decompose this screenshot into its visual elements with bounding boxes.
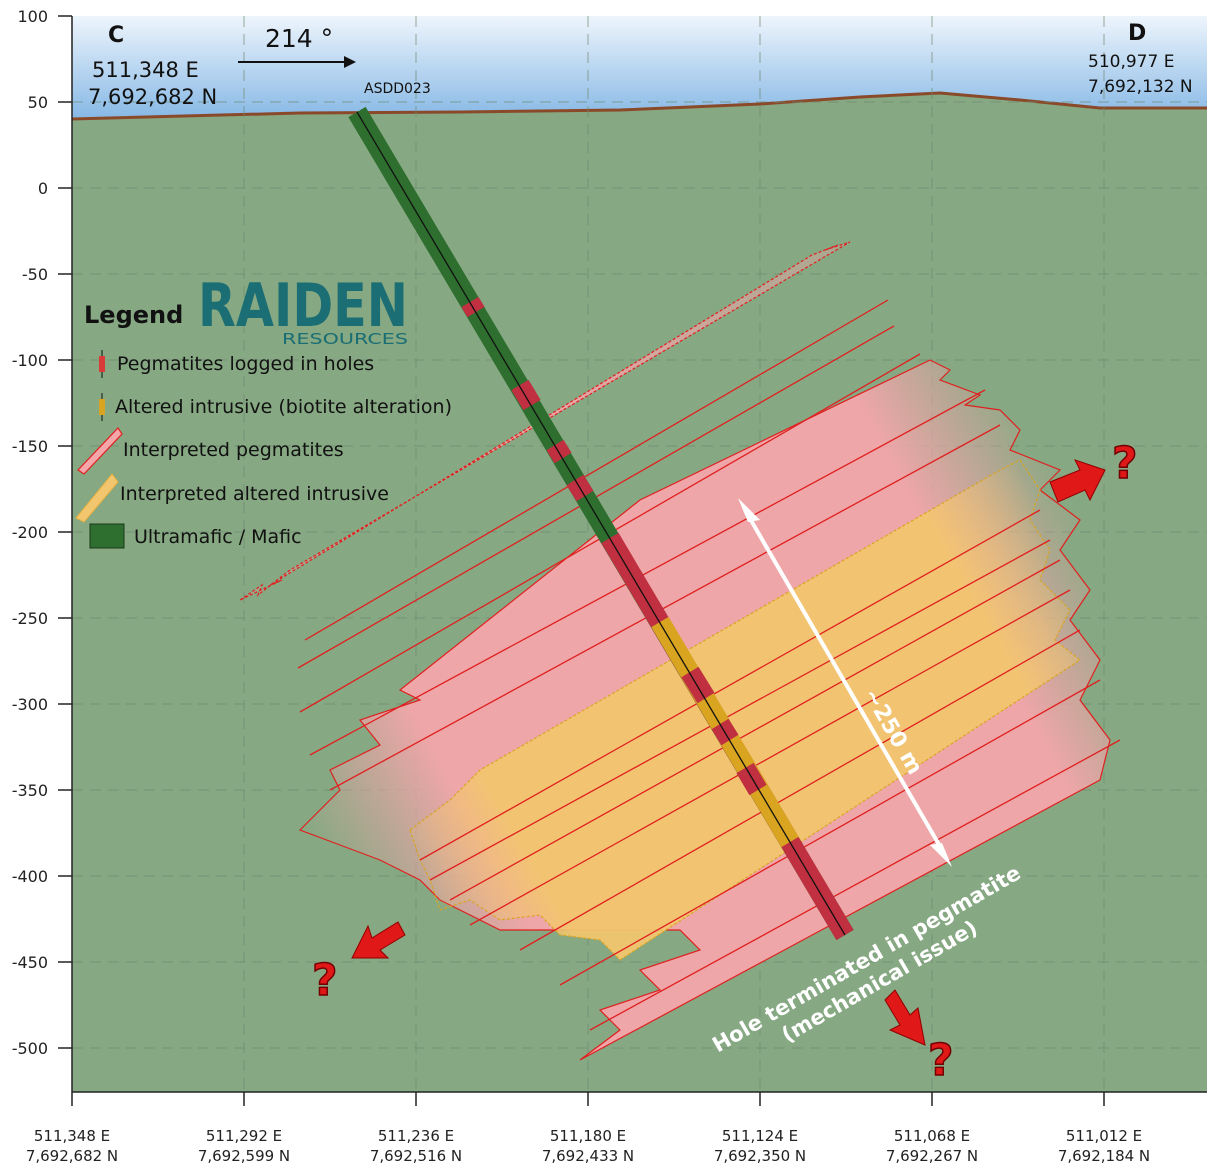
extension-arrow-southwest: ?: [311, 921, 406, 1007]
y-tick-label: 0: [38, 179, 48, 198]
y-tick-labels: 100 50 0 -50 -100 -150 -200 -250 -300 -3…: [12, 7, 48, 1058]
x-tick-easting: 511,348 E: [34, 1127, 110, 1145]
x-tick-northing: 7,692,184 N: [1058, 1147, 1150, 1165]
y-tick-label: -350: [12, 781, 48, 800]
drillhole-asdd023: [348, 106, 854, 941]
question-mark-south: ?: [928, 1035, 954, 1086]
question-mark-southwest: ?: [312, 955, 338, 1006]
x-tick-easting: 511,068 E: [894, 1127, 970, 1145]
legend: Legend RAIDEN RESOURCES Pegmatites logge…: [75, 271, 452, 549]
x-tick-northing: 7,692,267 N: [886, 1147, 978, 1165]
y-tick-label: -400: [12, 867, 48, 886]
y-tick-label: -450: [12, 953, 48, 972]
y-tick-label: -200: [12, 523, 48, 542]
question-mark-northeast: ?: [1112, 438, 1138, 489]
section-end-label: D: [1128, 21, 1146, 46]
x-tick-easting: 511,012 E: [1066, 1127, 1142, 1145]
x-tick-labels: 511,348 E 7,692,682 N 511,292 E 7,692,59…: [26, 1127, 1150, 1165]
topography-line: [71, 91, 1207, 121]
y-tick-label: -150: [12, 437, 48, 456]
pegmatite-stringers: [297, 299, 1121, 1031]
legend-item-interpreted-pegmatites: Interpreted pegmatites: [77, 427, 344, 475]
logo-word: RAIDEN: [198, 271, 408, 341]
logo-sub: RESOURCES: [282, 330, 408, 348]
legend-item-ultramafic: Ultramafic / Mafic: [89, 523, 302, 549]
legend-item-interpreted-altered: Interpreted altered intrusive: [75, 473, 389, 523]
x-tick-northing: 7,692,682 N: [26, 1147, 118, 1165]
x-tick-northing: 7,692,516 N: [370, 1147, 462, 1165]
azimuth-label: 214 °: [265, 24, 333, 53]
legend-label: Pegmatites logged in holes: [117, 353, 374, 375]
section-start-northing: 7,692,682 N: [88, 85, 217, 109]
x-tick-easting: 511,236 E: [378, 1127, 454, 1145]
x-tick-northing: 7,692,350 N: [714, 1147, 806, 1165]
legend-label: Interpreted altered intrusive: [120, 483, 389, 505]
y-tick-label: 100: [17, 7, 48, 26]
altered-intrusive-swatch: [99, 399, 105, 415]
x-tick-easting: 511,292 E: [206, 1127, 282, 1145]
legend-label: Interpreted pegmatites: [123, 439, 344, 461]
pegmatite-logged-swatch: [99, 356, 105, 372]
axes: [58, 15, 1207, 1106]
legend-title: Legend: [84, 301, 183, 329]
legend-item-pegmatites-logged: Pegmatites logged in holes: [99, 350, 374, 378]
x-tick-northing: 7,692,599 N: [198, 1147, 290, 1165]
x-tick-northing: 7,692,433 N: [542, 1147, 634, 1165]
y-tick-label: 50: [28, 93, 48, 112]
y-tick-label: -250: [12, 609, 48, 628]
section-end-easting: 510,977 E: [1088, 52, 1174, 72]
legend-label: Altered intrusive (biotite alteration): [115, 396, 452, 418]
azimuth-arrow-icon: [238, 56, 356, 68]
section-start-label: C: [108, 23, 124, 48]
y-tick-label: -100: [12, 351, 48, 370]
interpreted-altered-intrusive: [409, 459, 1082, 961]
x-tick-easting: 511,180 E: [550, 1127, 626, 1145]
hole-id-label: ASDD023: [364, 81, 431, 97]
section-start-easting: 511,348 E: [92, 58, 199, 82]
interpreted-altered-swatch: [75, 473, 119, 523]
x-tick-easting: 511,124 E: [722, 1127, 798, 1145]
legend-item-altered-intrusive: Altered intrusive (biotite alteration): [99, 393, 452, 421]
ultramafic-swatch: [89, 523, 125, 549]
legend-label: Ultramafic / Mafic: [134, 526, 302, 548]
extension-arrow-south: ?: [884, 989, 954, 1087]
y-tick-label: -50: [22, 265, 48, 284]
section-end-northing: 7,692,132 N: [1088, 77, 1193, 97]
extension-arrow-northeast: ?: [1049, 437, 1138, 503]
interpreted-pegmatite-upper: [239, 241, 851, 601]
y-tick-label: -300: [12, 695, 48, 714]
y-tick-label: -500: [12, 1039, 48, 1058]
interpreted-pegmatite-swatch: [77, 427, 123, 475]
